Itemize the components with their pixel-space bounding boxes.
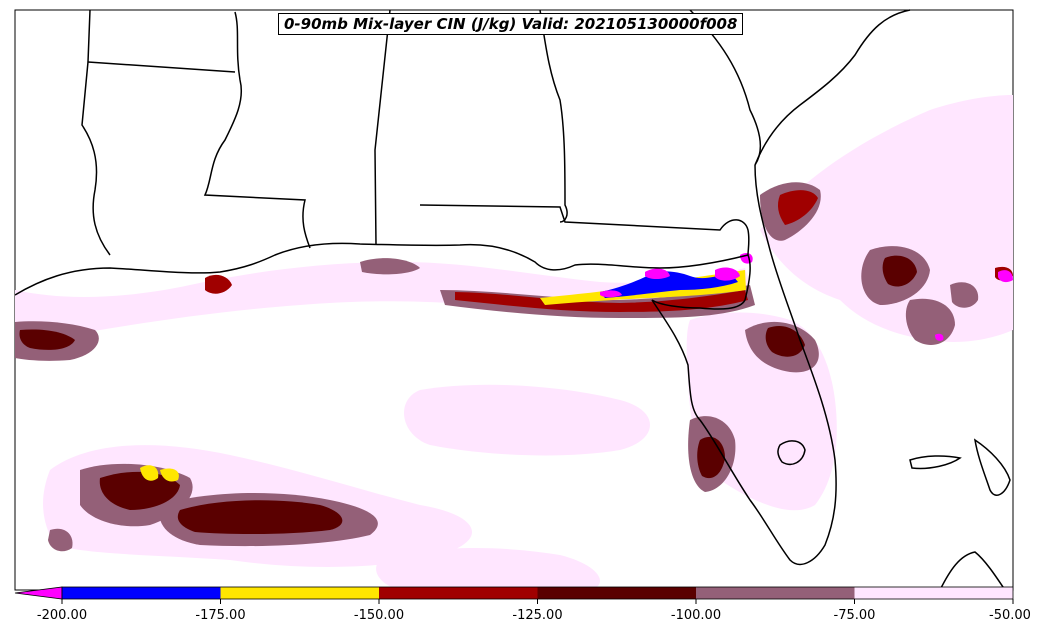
florida-coastline: [651, 164, 837, 566]
colorbar-bin: [220, 587, 379, 599]
arkansas-line: [87, 61, 236, 73]
bahamas-outline: [909, 455, 962, 470]
cin-region-mid-gulf: [403, 384, 650, 456]
colorbar-tick-label: -75.00: [833, 608, 876, 623]
cuba-coast: [939, 551, 1006, 591]
colorbar-bin: [696, 587, 855, 599]
alabama-georgia-border: [539, 9, 568, 223]
cin-region-atlantic: [760, 95, 1013, 342]
colorbar-bin: [854, 587, 1013, 599]
colorbar-bin: [537, 587, 696, 599]
cin-high-values: [140, 252, 1013, 482]
colorbar: [14, 586, 1014, 604]
colorbar-bin: [379, 587, 538, 599]
louisiana-texas-border: [81, 9, 111, 256]
colorbar-tick-label: -200.00: [36, 608, 88, 623]
gulf-coastline: [14, 242, 749, 296]
florida-alabama-border: [419, 204, 750, 256]
colorbar-bin: [62, 587, 221, 599]
cin-region-gulf-north: [15, 262, 750, 350]
colorbar-tick-label: -100.00: [670, 608, 722, 623]
colorbar-ticks: [61, 599, 1014, 604]
colorbar-tick-label: -150.00: [353, 608, 405, 623]
mississippi-alabama-border: [374, 9, 391, 246]
colorbar-tick-label: -50.00: [989, 608, 1031, 623]
map-title: 0-90mb Mix-layer CIN (J/kg) Valid: 20210…: [278, 13, 744, 35]
atlantic-coastline: [754, 9, 911, 166]
bahamas-outline-2: [973, 438, 1011, 496]
mississippi-river-border: [203, 11, 311, 249]
lake-okeechobee: [777, 440, 806, 466]
colorbar-tick-label: -125.00: [512, 608, 563, 623]
cin-region-south-gulf: [376, 548, 600, 590]
colorbar-tick-label: -175.00: [195, 608, 246, 623]
